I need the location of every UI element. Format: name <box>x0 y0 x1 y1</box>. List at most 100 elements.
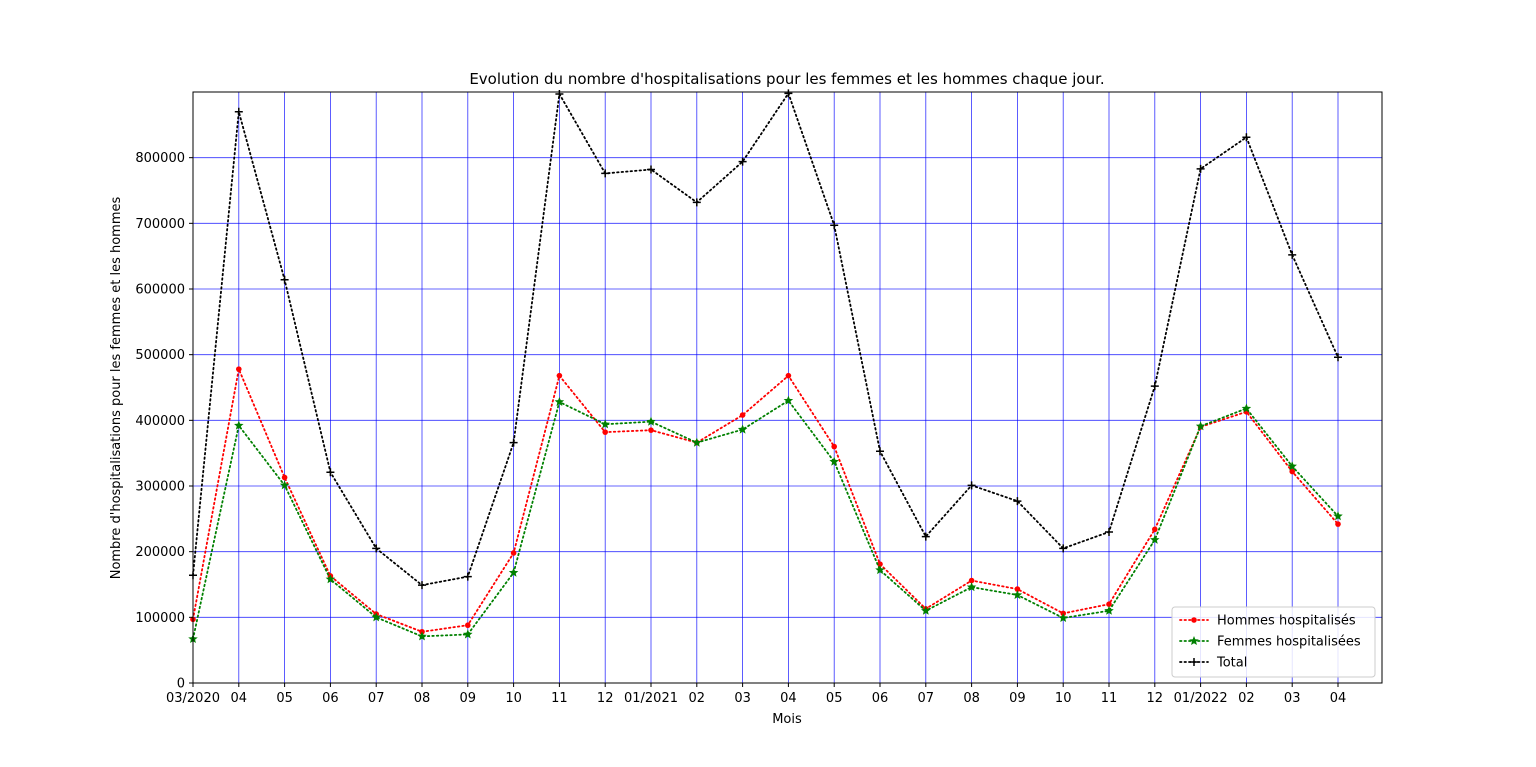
x-tick-label: 09 <box>460 691 477 706</box>
data-point <box>556 372 563 379</box>
series-layer <box>188 89 1343 644</box>
y-axis-label: Nombre d'hospitalisations pour les femme… <box>109 197 124 580</box>
data-point <box>831 443 837 450</box>
x-tick-label: 04 <box>1330 691 1347 706</box>
chart-title: Evolution du nombre d'hospitalisations p… <box>469 70 1104 88</box>
data-point <box>602 429 608 435</box>
data-point <box>646 416 656 426</box>
y-tick-label: 500000 <box>135 348 185 363</box>
data-point <box>280 275 289 284</box>
data-point <box>877 561 883 567</box>
data-point <box>968 577 975 584</box>
x-tick-label: 08 <box>414 691 431 706</box>
data-point <box>692 198 701 207</box>
data-point <box>1196 164 1205 173</box>
y-tick-label: 700000 <box>135 217 185 232</box>
data-point <box>1106 601 1112 607</box>
x-tick-label: 07 <box>918 691 935 706</box>
data-point <box>554 396 565 406</box>
data-point <box>236 366 242 372</box>
data-point <box>1335 521 1341 527</box>
data-point <box>1334 353 1342 362</box>
data-point <box>737 424 748 434</box>
x-tick-label: 03 <box>1284 691 1301 706</box>
x-tick-label: 01/2021 <box>624 691 678 706</box>
plot-frame <box>192 91 1383 684</box>
legend-item: Total <box>1179 656 1247 671</box>
data-point <box>234 420 244 430</box>
x-tick-label: 11 <box>551 691 568 706</box>
legend-marker <box>1189 636 1199 646</box>
y-tick-label: 0 <box>177 677 185 692</box>
data-point <box>1195 421 1206 431</box>
data-point <box>1058 612 1068 623</box>
data-point <box>509 438 518 447</box>
legend-item: Hommes hospitalisés <box>1179 614 1356 629</box>
data-point <box>465 622 471 629</box>
legend-marker <box>1191 617 1197 623</box>
data-point <box>830 221 839 230</box>
x-tick-label: 02 <box>1238 691 1255 706</box>
data-point <box>281 474 288 481</box>
data-point <box>555 89 564 98</box>
legend-label: Hommes hospitalisés <box>1217 614 1356 629</box>
series-2 <box>189 89 1342 590</box>
data-point <box>829 456 839 466</box>
x-tick-label: 12 <box>1147 691 1164 706</box>
data-point <box>1105 527 1113 536</box>
legend: Hommes hospitalisés Femmes hospitalisées T… <box>1171 606 1376 678</box>
data-point <box>372 544 381 553</box>
x-tick-label: 02 <box>689 691 706 706</box>
data-point <box>1059 544 1068 553</box>
series-line <box>192 399 1339 640</box>
data-point <box>508 567 519 577</box>
x-tick-label: 10 <box>1055 691 1072 706</box>
data-point <box>325 574 336 584</box>
data-point <box>600 419 610 429</box>
data-point <box>876 447 884 456</box>
data-point <box>739 412 746 418</box>
data-point <box>648 427 654 433</box>
x-tick-label: 11 <box>1101 691 1118 706</box>
x-tick-label: 03 <box>734 691 751 706</box>
series-line <box>192 91 1339 587</box>
data-point <box>692 437 702 447</box>
data-point <box>1013 497 1022 506</box>
x-tick-label: 06 <box>322 691 339 706</box>
x-tick-label: 05 <box>276 691 293 706</box>
data-point <box>784 89 793 98</box>
y-tick-label: 300000 <box>135 480 185 495</box>
x-tick-label: 05 <box>826 691 843 706</box>
y-tick-label: 200000 <box>135 545 185 560</box>
data-point <box>601 169 610 178</box>
series-1 <box>188 395 1343 644</box>
x-tick-label: 04 <box>780 691 797 706</box>
data-point <box>417 631 427 641</box>
y-tick-label: 800000 <box>135 151 185 166</box>
data-point <box>1333 511 1343 521</box>
data-point <box>371 612 381 622</box>
data-point <box>967 481 976 490</box>
data-point <box>966 582 977 592</box>
data-point <box>1104 605 1114 615</box>
data-point <box>1150 534 1160 544</box>
data-point <box>1242 133 1251 142</box>
data-point <box>1288 250 1297 259</box>
data-point <box>921 605 931 615</box>
x-tick-label: 12 <box>597 691 614 706</box>
data-point <box>1241 403 1252 413</box>
x-tick-label: 06 <box>872 691 889 706</box>
y-tick-label: 100000 <box>135 611 185 626</box>
legend-box <box>1171 606 1376 678</box>
data-point <box>279 480 290 490</box>
data-point <box>921 532 930 541</box>
data-point <box>1014 586 1021 592</box>
x-tick-label: 01/2022 <box>1174 691 1228 706</box>
data-point <box>875 565 885 575</box>
y-tick-label: 400000 <box>135 414 185 429</box>
x-tick-label: 04 <box>231 691 248 706</box>
legend-marker <box>1190 658 1198 666</box>
data-point <box>1012 590 1023 600</box>
data-point <box>1150 382 1159 391</box>
